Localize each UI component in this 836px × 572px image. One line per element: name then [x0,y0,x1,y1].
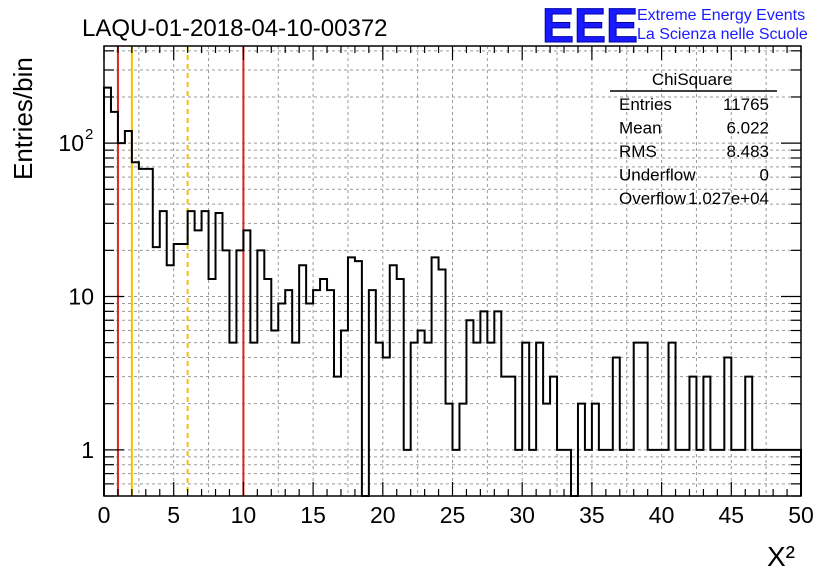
stats-value: 8.483 [726,142,769,161]
x-tick-label: 35 [579,502,605,528]
x-tick-label: 0 [98,502,111,528]
stats-box: ChiSquare Entries 11765 Mean 6.022 RMS 8.483 U… [610,70,777,208]
stats-label: Entries [619,95,672,114]
x-tick-label: 40 [649,502,675,528]
project-subtitle: La Scienza nelle Scuole [637,26,808,43]
x-tick-label: 15 [300,502,326,528]
run-title: LAQU-01-2018-04-10-00372 [82,15,388,42]
x-tick-label: 5 [167,502,180,528]
project-name: Extreme Energy Events [637,7,805,24]
x-tick-label: 45 [719,502,745,528]
axis-ticks [103,46,802,497]
x-tick-label: 25 [440,502,466,528]
y-tick-label: 10 [68,283,94,309]
y-tick-label: 1 [81,437,94,463]
x-tick-label: 50 [788,502,814,528]
x-tick-label: 10 [231,502,257,528]
eee-logo: EEE [542,0,638,53]
stats-value: 1.027e+04 [688,189,769,208]
y-axis-label: Entries/bin [8,57,38,180]
stats-label: Mean [619,119,662,138]
stats-label: Underflow [619,166,696,185]
histogram-line [103,86,802,497]
stats-value: 6.022 [726,119,769,138]
stats-title: ChiSquare [652,70,732,89]
x-tick-labels: 0 5 10 15 20 25 30 35 40 45 50 [98,502,814,528]
stats-value: 11765 [723,95,769,114]
marker-lines [116,46,245,496]
stats-label: RMS [619,142,657,161]
stats-value: 0 [760,166,769,185]
stats-rows: Entries 11765 Mean 6.022 RMS 8.483 Underflow 0 O… [619,95,769,208]
x-tick-label: 30 [509,502,535,528]
y-tick-label: 10 [58,130,84,156]
x-axis-label: X² [767,541,795,572]
x-tick-label: 20 [370,502,396,528]
stats-label: Overflow [619,189,687,208]
y-tick-exponent: 2 [85,126,93,143]
